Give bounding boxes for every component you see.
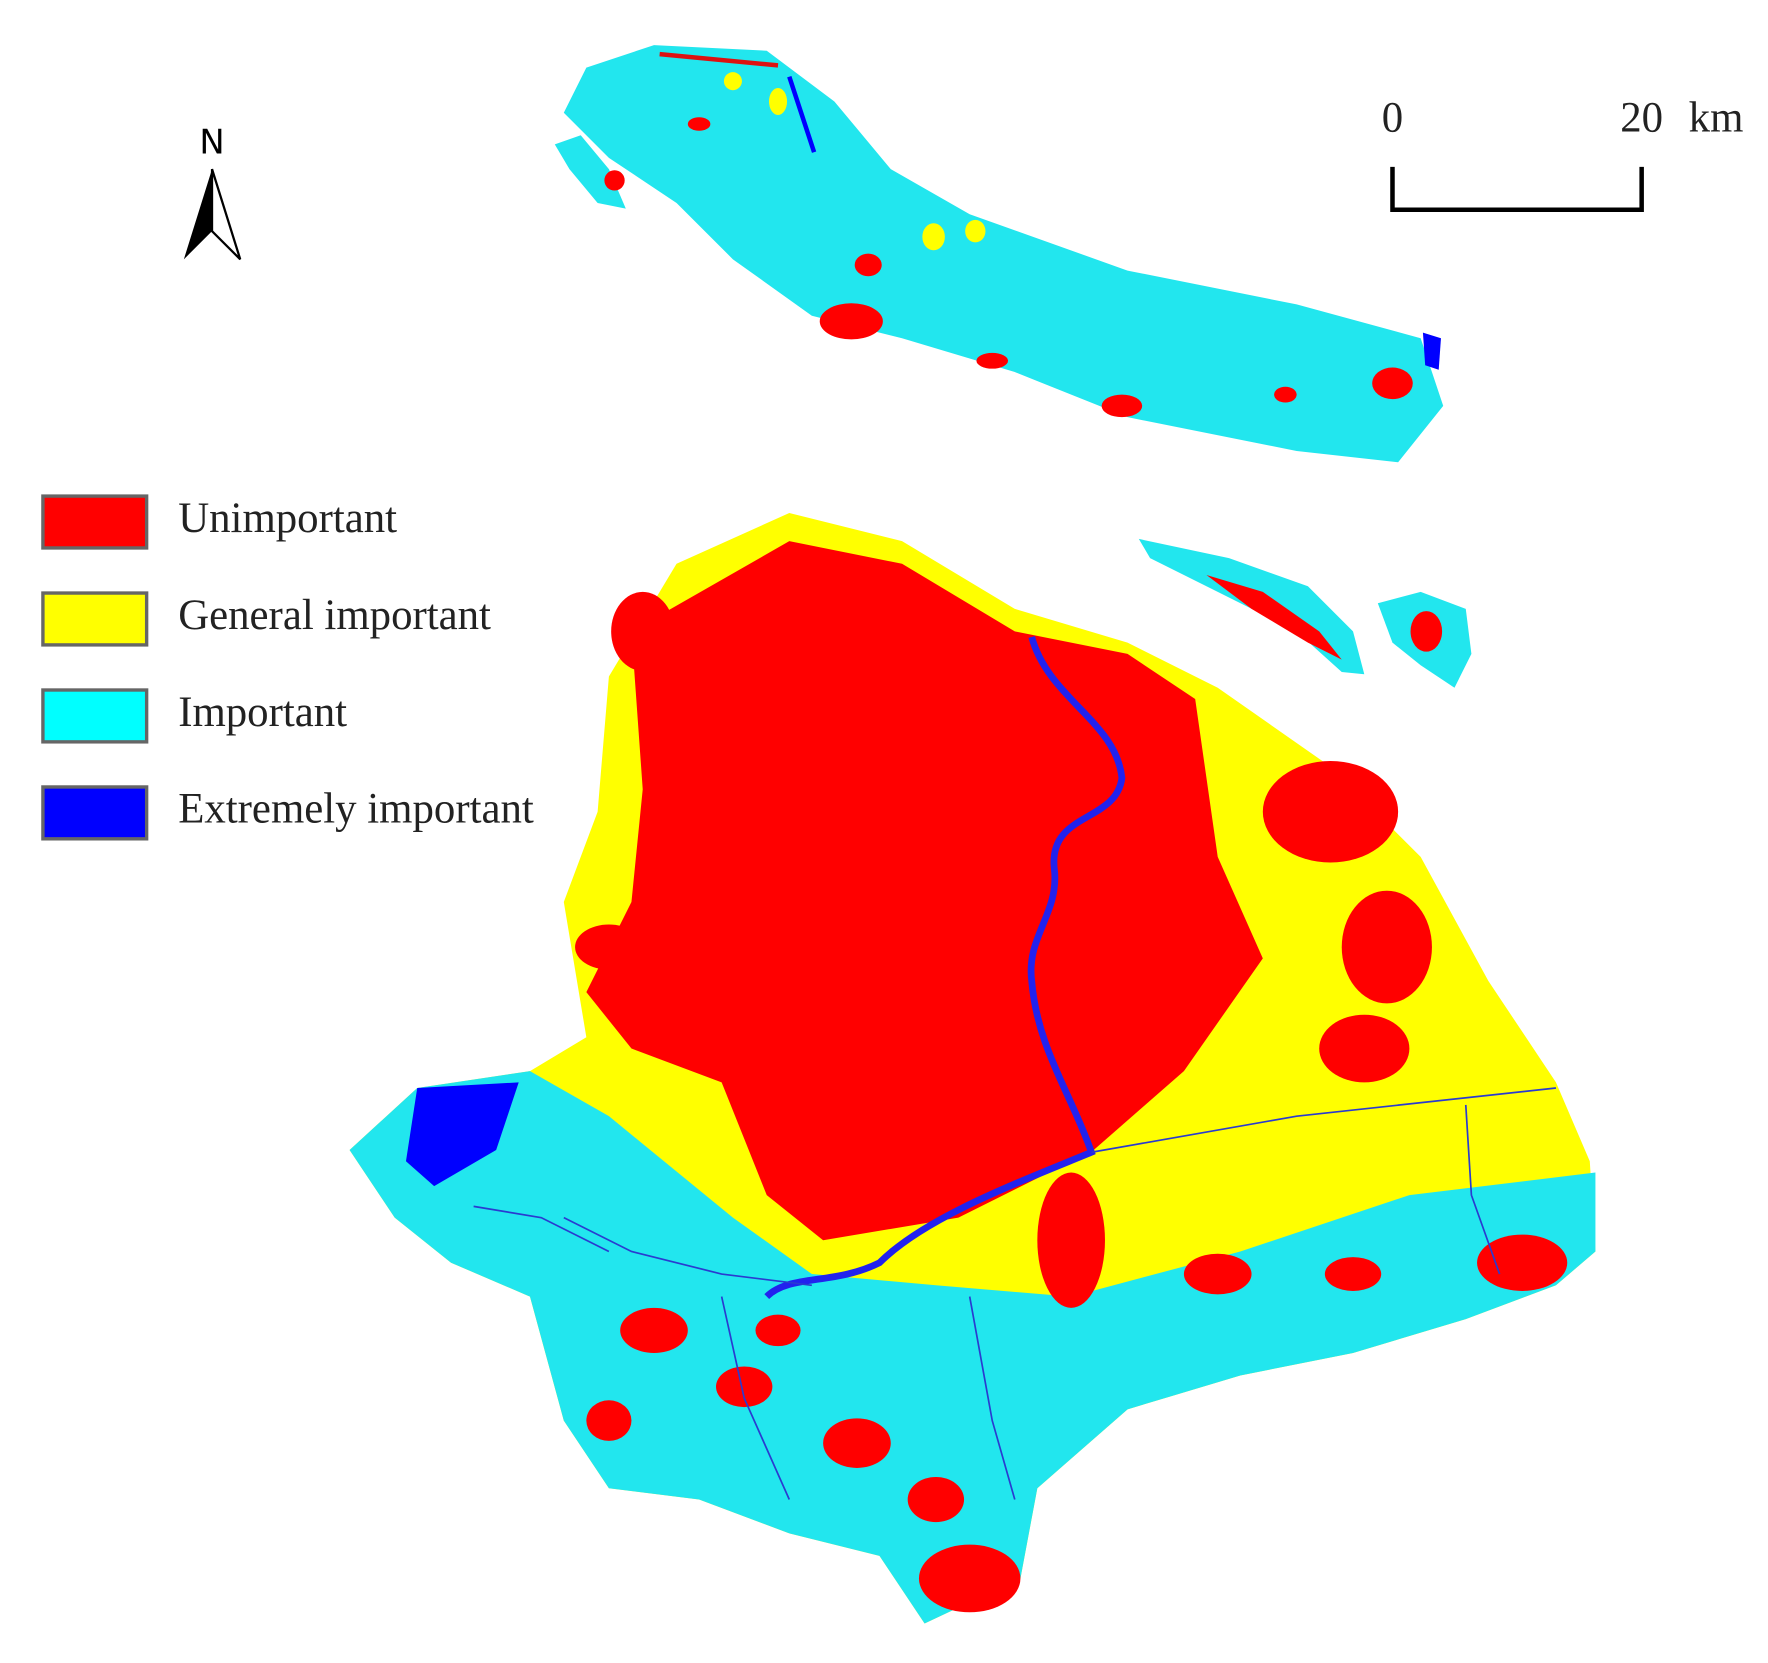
island-north xyxy=(563,45,1444,463)
legend-swatch xyxy=(41,785,149,841)
island-water xyxy=(1422,332,1441,370)
legend-swatch xyxy=(41,688,149,744)
island-east-red-2 xyxy=(1410,611,1443,652)
scale-unit: km xyxy=(1689,95,1744,142)
mainland-red-patches xyxy=(575,591,1568,1613)
island-channel xyxy=(787,75,817,153)
legend-label: Extremely important xyxy=(178,786,534,833)
legend: Unimportant General important Important Ext… xyxy=(41,494,534,841)
island-yellow-patches xyxy=(723,72,986,251)
north-arrow: N xyxy=(183,122,242,261)
legend-label: General important xyxy=(178,592,491,639)
island-east-red xyxy=(1206,575,1342,660)
mainland-south xyxy=(349,1071,1596,1624)
scale-label: 0 xyxy=(1382,95,1403,142)
island-north-west xyxy=(554,135,626,209)
scale-label: 20 xyxy=(1620,95,1663,142)
scale-bar: 0 20 km xyxy=(1382,95,1744,212)
legend-swatch xyxy=(41,591,149,647)
lake xyxy=(405,1082,519,1187)
legend-swatch xyxy=(41,494,149,550)
river xyxy=(764,636,1126,1300)
mainland-core xyxy=(586,541,1263,1241)
island-red-patches xyxy=(604,51,1413,418)
map-regions xyxy=(349,45,1596,1624)
channels xyxy=(473,1087,1557,1500)
legend-label: Important xyxy=(178,689,347,736)
north-label: N xyxy=(199,122,224,161)
legend-label: Unimportant xyxy=(178,495,397,542)
